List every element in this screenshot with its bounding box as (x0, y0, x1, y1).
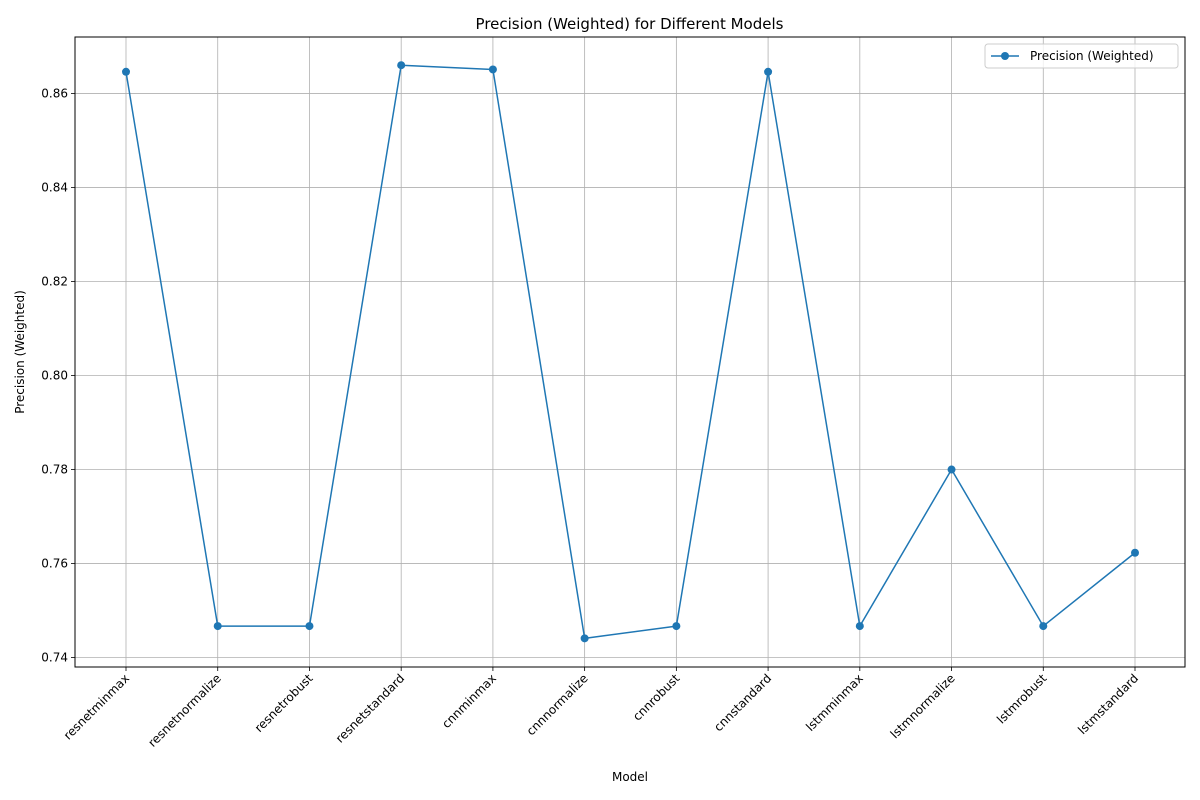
data-point (947, 465, 956, 474)
axis-ticks: resnetminmax resnetnormalize resnetrobust r… (41, 86, 1141, 749)
legend: Precision (Weighted) (984, 43, 1179, 69)
x-tick-label: lstmminmax (803, 671, 866, 734)
data-point (488, 65, 497, 74)
data-point (305, 622, 314, 631)
y-tick-label: 0.82 (41, 274, 68, 288)
data-point (213, 622, 222, 631)
x-tick-label: cnnrobust (630, 671, 683, 724)
data-point (1131, 548, 1139, 557)
legend-box (984, 43, 1179, 69)
x-tick-label: resnetminmax (61, 671, 132, 742)
data-point (672, 622, 681, 631)
x-tick-label: resnetrobust (252, 671, 316, 735)
plot-frame (74, 36, 1186, 668)
y-tick-label: 0.78 (41, 463, 68, 477)
y-tick-label: 0.74 (41, 651, 68, 665)
chart-title: Precision (Weighted) for Different Model… (476, 15, 784, 33)
data-point (580, 634, 589, 643)
y-tick-label: 0.76 (41, 557, 68, 571)
data-point (397, 61, 406, 70)
y-tick-label: 0.80 (41, 369, 68, 383)
data-point (764, 67, 773, 76)
x-tick-label: resnetstandard (333, 671, 407, 745)
x-tick-label: lstmrobust (994, 671, 1049, 726)
legend-label: Precision (Weighted) (1030, 49, 1154, 63)
series-line (125, 64, 1136, 640)
data-point (1039, 622, 1048, 631)
x-axis-title: Model (612, 770, 648, 784)
series-layer (122, 61, 1139, 643)
x-tick-label: cnnnormalize (524, 671, 591, 738)
x-tick-label: resnetnormalize (145, 671, 224, 750)
legend-marker (1001, 52, 1009, 60)
grid-lines (75, 37, 1185, 667)
x-tick-label: lstmstandard (1075, 671, 1141, 737)
x-tick-label: lstmnormalize (888, 671, 958, 741)
y-axis-title: Precision (Weighted) (13, 290, 27, 414)
data-point (122, 67, 130, 76)
y-tick-label: 0.84 (41, 180, 68, 194)
y-tick-label: 0.86 (41, 86, 68, 100)
data-point (855, 622, 864, 631)
x-tick-label: cnnminmax (439, 671, 499, 731)
x-tick-label: cnnstandard (711, 671, 774, 734)
